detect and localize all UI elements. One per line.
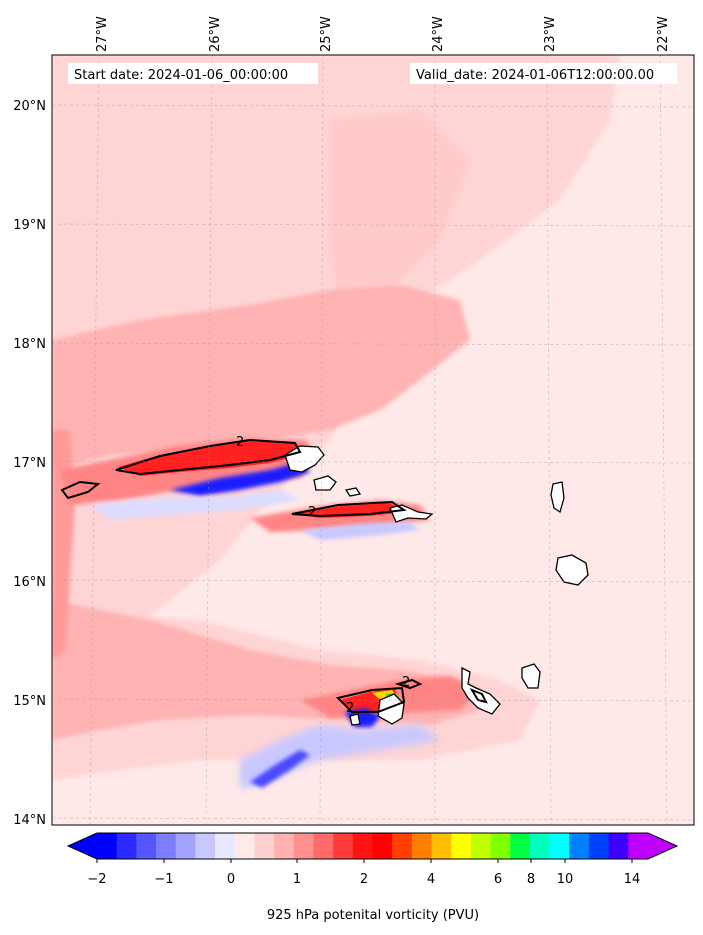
colorbar-tick-label: −1: [154, 872, 173, 887]
lon-label: 26°W: [208, 16, 223, 52]
map-frame: [51, 54, 695, 826]
colorbar-segment: [490, 833, 511, 859]
island-brava: [349, 713, 361, 726]
start-date-box: [68, 63, 318, 84]
colorbar-segment: [116, 833, 137, 859]
colorbar-tick-label: 1: [293, 872, 301, 887]
colorbar-segment: [628, 833, 649, 859]
island-boa-vista: [555, 554, 589, 586]
colorbar-tick-labels: −2 −1 0 1 2 4 6 8 10 14: [87, 872, 640, 887]
colorbar-segment: [215, 833, 236, 859]
lon-label: 25°W: [319, 16, 334, 52]
pv-2-contours: [60, 438, 488, 713]
pv-blue-north: [170, 462, 310, 496]
island-sao-nicolau: [389, 504, 434, 523]
colorbar-segment: [470, 833, 492, 859]
colorbar-segment: [293, 833, 314, 859]
longitude-labels: 27°W 26°W 25°W 24°W 23°W 22°W: [95, 16, 671, 52]
island-santa-luzia: [344, 487, 362, 497]
graticule: [52, 55, 694, 825]
contour-label-south: 2: [346, 701, 354, 716]
contour-label-south-east: 2: [402, 675, 410, 690]
colorbar-segment: [529, 833, 551, 859]
colorbar-segment: [608, 833, 629, 859]
island-sao-vicente: [313, 475, 337, 491]
colorbar-segment: [352, 833, 373, 859]
lat-label: 14°N: [13, 813, 46, 828]
island-santiago: [461, 666, 501, 715]
colorbar: [66, 832, 679, 863]
valid-date-label: Valid_date: 2024-01-06T12:00:00.00: [416, 68, 654, 83]
pv-blue-south-streak: [250, 750, 310, 788]
coastlines: [284, 445, 589, 726]
colorbar-tick-label: 10: [557, 872, 574, 887]
colorbar-tick-label: −2: [87, 872, 106, 887]
colorbar-tick-label: 0: [227, 872, 235, 887]
colorbar-segment: [431, 833, 452, 859]
colorbar-segment: [588, 833, 610, 859]
pv-medium-field: [52, 285, 470, 470]
lat-label: 18°N: [13, 337, 46, 352]
contour-label-north: 2: [236, 435, 244, 450]
colorbar-tick-label: 6: [494, 872, 502, 887]
lat-label: 17°N: [13, 456, 46, 471]
lat-label: 20°N: [13, 99, 46, 114]
lon-label: 24°W: [431, 16, 446, 52]
colorbar-segment: [510, 833, 531, 859]
island-maio: [521, 663, 541, 689]
colorbar-segment: [333, 833, 354, 859]
map-panel: 2 2 2 2: [52, 55, 694, 825]
colorbar-tick-label: 2: [360, 872, 368, 887]
colorbar-segment: [195, 833, 216, 859]
lat-label: 15°N: [13, 694, 46, 709]
colorbar-tick-label: 14: [624, 872, 641, 887]
pv-light-streaks: [330, 110, 470, 320]
colorbar-segment: [411, 833, 433, 859]
colorbar-extend-min: [68, 833, 97, 859]
colorbar-segment: [549, 833, 570, 859]
lat-label: 16°N: [13, 575, 46, 590]
latitude-labels: 20°N 19°N 18°N 17°N 16°N 15°N 14°N: [13, 99, 46, 828]
valid-date-box: [410, 63, 677, 84]
pv-paleblue-south: [240, 725, 440, 790]
colorbar-segment: [175, 833, 196, 859]
island-sal: [550, 481, 565, 514]
island-fogo: [377, 693, 405, 725]
colorbar-extend-max: [648, 833, 677, 859]
pv-core-middle: [293, 503, 405, 518]
contour-labels: 2 2 2 2: [236, 435, 410, 716]
start-date-label: Start date: 2024-01-06_00:00:00: [74, 68, 288, 83]
colorbar-segment: [254, 833, 275, 859]
pv-paleblue-middle: [300, 522, 420, 540]
colorbar-segment: [392, 833, 413, 859]
colorbar-segment: [136, 833, 157, 859]
pv-paleblue-north: [90, 490, 300, 520]
colorbar-segment: [156, 833, 177, 859]
colorbar-segment: [451, 833, 472, 859]
colorbar-segment: [274, 833, 295, 859]
lat-label: 19°N: [13, 218, 46, 233]
colorbar-segment: [569, 833, 590, 859]
colorbar-tick-label: 4: [427, 872, 435, 887]
colorbar-segment: [234, 833, 255, 859]
colorbar-tick-label: 8: [527, 872, 535, 887]
contour-label-middle: 2: [308, 505, 316, 520]
lon-label: 23°W: [543, 16, 558, 52]
colorbar-segment: [97, 833, 118, 859]
colorbar-segment: [313, 833, 334, 859]
colorbar-label: 925 hPa potenital vorticity (PVU): [267, 908, 479, 923]
colorbar-segment: [372, 833, 393, 859]
lon-label: 22°W: [656, 16, 671, 52]
lon-label: 27°W: [95, 16, 110, 52]
